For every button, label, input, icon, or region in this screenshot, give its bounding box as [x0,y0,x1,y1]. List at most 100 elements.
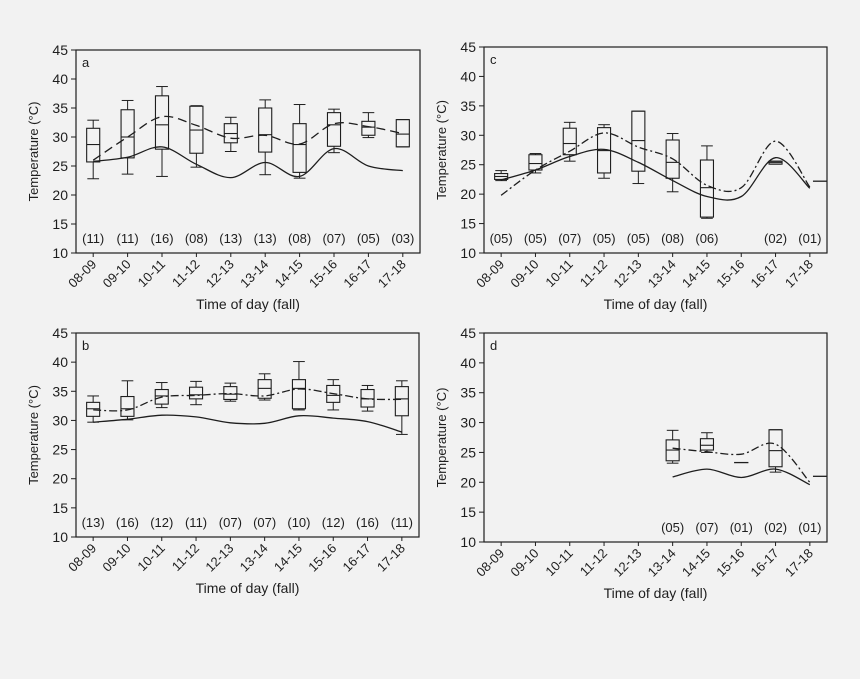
box-iqr [257,379,272,399]
y-tick-label: 40 [460,68,476,84]
box-iqr [188,386,204,400]
box-iqr [360,388,375,408]
y-axis-label: Temperature (°C) [434,100,449,200]
sample-count-label: (11) [82,231,104,246]
sample-count-label: (05) [592,231,615,246]
box-iqr [86,401,101,417]
y-tick-label: 30 [52,412,68,428]
box-iqr [326,384,341,403]
y-tick-label: 20 [460,474,476,490]
y-tick-label: 45 [460,325,476,341]
series-line-solid [500,148,811,201]
sample-count-label: (11) [185,515,207,530]
plot-frame [483,46,828,254]
y-tick-label: 30 [52,129,68,145]
sample-count-label: (16) [116,515,139,530]
box-16-17 [768,160,783,165]
sample-count-label: (07) [219,515,242,530]
sample-count-label: (05) [627,231,650,246]
box-iqr [631,110,646,172]
y-tick-label: 20 [52,471,68,487]
y-tick-label: 30 [460,415,476,431]
sample-count-label: (07) [253,515,276,530]
box-11-12 [188,380,204,406]
sample-count-label: (08) [661,231,684,246]
box-iqr [154,388,169,405]
sample-count-label: (07) [695,520,718,535]
y-tick-label: 40 [52,354,68,370]
box-16-17 [361,112,376,139]
y-tick-label: 25 [52,158,68,174]
box-13-14 [258,99,273,176]
sample-count-label: (13) [82,515,105,530]
sample-count-label: (08) [288,231,311,246]
panel-label: c [490,52,497,67]
plot-frame [75,49,421,254]
box-13-14 [665,429,680,464]
x-axis-label: Time of day (fall) [196,296,300,312]
series-line-solid [93,146,403,179]
box-10-11 [154,86,170,177]
series-line-dash-dot [672,442,811,483]
y-tick-label: 35 [52,383,68,399]
y-tick-label: 35 [460,98,476,114]
y-tick-label: 15 [52,216,68,232]
y-tick-label: 10 [460,245,476,261]
box-iqr [665,139,680,179]
box-iqr [562,127,577,156]
sample-count-label: (12) [322,515,345,530]
plot-frame [75,332,420,538]
box-iqr [86,127,101,163]
box-iqr [394,386,409,417]
y-tick-label: 45 [52,325,68,341]
sample-count-label: (13) [219,231,242,246]
box-13-14 [665,133,680,193]
box-iqr [291,379,307,410]
y-tick-label: 30 [460,127,476,143]
x-axis-label: Time of day (fall) [604,296,708,312]
box-12-13 [631,110,646,185]
y-tick-label: 25 [52,442,68,458]
y-tick-label: 20 [460,186,476,202]
box-iqr [292,123,307,173]
box-15-16 [326,379,341,411]
box-08-09 [86,119,101,180]
y-axis-label: Temperature (°C) [26,102,41,202]
sample-count-label: (01) [798,231,821,246]
panel-label: b [82,338,89,353]
y-axis-label: Temperature (°C) [434,388,449,488]
y-tick-label: 40 [52,71,68,87]
y-tick-label: 10 [52,529,68,545]
y-axis-label: Temperature (°C) [26,385,41,485]
sample-count-label: (01) [798,520,821,535]
sample-count-label: (11) [391,515,413,530]
sample-count-label: (07) [558,231,581,246]
y-tick-label: 15 [460,504,476,520]
y-tick-label: 35 [460,385,476,401]
y-tick-label: 45 [460,39,476,55]
series-line-dashed [92,115,403,161]
sample-count-label: (05) [357,231,380,246]
plot-frame [483,332,828,543]
box-iqr [258,107,273,153]
sample-count-label: (05) [490,231,513,246]
sample-count-label: (01) [730,520,753,535]
sample-count-label: (13) [254,231,277,246]
box-iqr [120,395,135,417]
series-line-dash-dot [93,388,402,412]
sample-count-label: (07) [322,231,345,246]
y-tick-label: 15 [460,216,476,232]
box-10-11 [562,121,577,162]
box-17-18 [395,119,410,148]
box-12-13 [223,116,238,152]
series-line-solid [93,414,402,433]
sample-count-label: (11) [117,231,139,246]
sample-count-label: (02) [764,520,787,535]
sample-count-label: (05) [661,520,684,535]
sample-count-label: (12) [150,515,173,530]
sample-count-label: (06) [695,231,718,246]
y-tick-label: 10 [52,245,68,261]
box-iqr [699,438,715,451]
y-tick-label: 45 [52,42,68,58]
